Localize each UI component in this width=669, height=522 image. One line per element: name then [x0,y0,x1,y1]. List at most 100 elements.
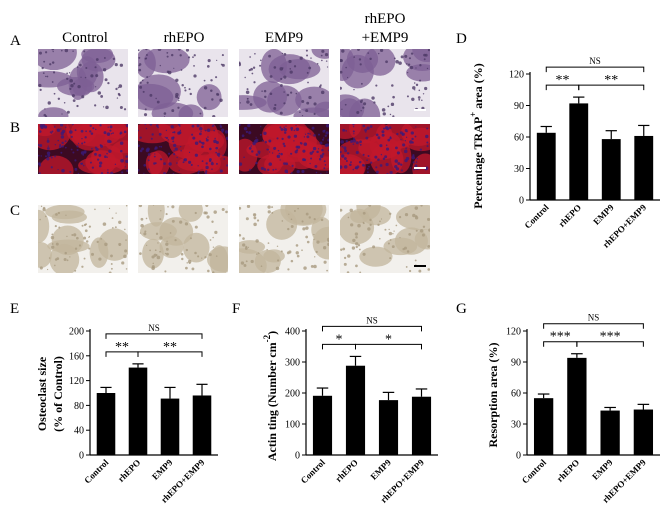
x-tick-label-d-0: Control [522,202,551,231]
sig-bracket-f [355,343,422,350]
sig-bracket-d [545,66,645,73]
y-axis-label-f: Actin ting (Number cm-2) [262,331,279,461]
y-tick-label-d: 120 [509,70,524,81]
bar-g-3 [633,409,654,455]
x-tick-label-f-2: EMP9 [369,457,394,482]
micrograph-grid [38,49,430,273]
y-tick-label-f: 0 [295,451,300,462]
bar-d-3 [634,135,654,200]
bar-g-1 [567,357,587,455]
bar-f-0 [312,395,333,455]
bar-d-0 [536,132,556,200]
sig-bracket-e [137,351,203,357]
col-title-control: Control [62,30,108,46]
panel-letter-a: A [10,33,21,49]
y-tick-label-d: 90 [514,101,524,112]
chart-d: Percentage TRAP+ area (%) 0 30 60 90 120 Cont… [468,56,660,250]
sig-label-d: NS [589,56,601,66]
bar-f-3 [411,396,432,455]
y-axis-label-e-line1: Osteoclast size [35,356,49,431]
y-tick-label-e: 80 [74,401,84,412]
y-tick-label-d: 60 [514,133,524,144]
bar-d-2 [601,139,621,200]
bar-d-1 [569,103,589,200]
micrograph-resorption-pit-control [38,205,128,273]
micrograph-fluorescence-control [38,124,128,174]
x-tick-label-f-1: rhEPO [333,457,360,484]
sig-bracket-g [543,323,644,329]
col-title-combo-line1: rhEPO [365,11,406,27]
panel-letter-d: D [456,31,467,47]
y-tick-label-f: 100 [285,420,300,431]
micrograph-fluorescence-emp9 [239,124,329,174]
sig-bracket-e [105,333,203,339]
y-tick-label-e: 40 [74,426,84,437]
panel-letter-g: G [456,301,467,317]
sig-label-g: *** [550,330,571,345]
y-tick-label-f: 300 [285,358,300,369]
bar-g-2 [600,410,620,455]
sig-label-d: ** [556,73,570,88]
panel-letter-e: E [10,301,19,317]
bar-f-1 [345,365,366,455]
x-tick-label-g-0: Control [520,457,549,486]
bar-g-0 [533,398,554,455]
x-tick-label-d-1: rhEPO [557,202,584,229]
sig-label-e: ** [163,340,177,355]
sig-label-f: * [385,332,392,347]
panel-letter-f: F [232,301,240,317]
y-axis-label-d: Percentage TRAP+ area (%) [468,63,485,208]
col-title-emp9: EMP9 [265,30,303,46]
panel-letter-b: B [10,120,20,136]
y-tick-label-e: 160 [69,351,84,362]
y-tick-label-g: 60 [511,389,521,400]
micrograph-trap-stain-emp9 [239,49,329,117]
panel-letter-c: C [10,203,20,219]
sig-label-f: * [336,332,343,347]
micrograph-resorption-pit-rhepo [138,205,228,273]
y-tick-label-e: 0 [79,451,84,462]
y-tick-label-g: 90 [511,358,521,369]
x-tick-label-e-1: rhEPO [116,457,143,484]
sig-label-e: NS [148,323,160,333]
bar-f-2 [378,400,399,455]
y-tick-label-g: 120 [506,327,521,338]
y-tick-label-g: 30 [511,420,521,431]
sig-label-e: ** [115,340,129,355]
bar-e-0 [96,393,116,455]
x-tick-label-e-0: Control [82,457,111,486]
micrograph-trap-stain-combo [340,49,430,117]
y-tick-label-f: 200 [285,389,300,400]
y-tick-label-f: 400 [285,327,300,338]
sig-label-g: *** [600,330,621,345]
micrograph-resorption-pit-emp9 [239,205,329,273]
bar-e-1 [128,367,148,455]
bar-e-2 [160,398,180,455]
sig-label-f: NS [366,315,378,325]
x-tick-label-d-2: EMP9 [591,202,616,227]
sig-bracket-g [576,341,644,347]
y-tick-label-e: 120 [69,376,84,387]
micrograph-trap-stain-control [38,49,128,117]
micrograph-resorption-pit-combo [340,205,430,273]
col-title-rhepo: rhEPO [164,30,205,46]
y-tick-label-e: 200 [69,327,84,338]
chart-e: Osteoclast size (% of Control) 0 40 80 120 1… [35,323,218,505]
x-tick-label-g-1: rhEPO [555,457,582,484]
y-tick-label-d: 30 [514,164,524,175]
micrograph-trap-stain-rhepo [138,49,228,117]
x-tick-label-f-0: Control [299,457,328,486]
micrograph-fluorescence-rhepo [138,124,228,174]
sig-bracket-d [578,84,645,91]
x-tick-label-e-2: EMP9 [150,457,175,482]
sig-label-g: NS [588,313,600,323]
y-tick-label-d: 0 [519,196,524,207]
chart-f: Actin ting (Number cm-2) 0 100 200 300 400 Co… [262,315,438,505]
sig-bracket-f [322,325,422,332]
y-tick-label-g: 0 [516,451,521,462]
micrograph-fluorescence-combo [340,124,430,174]
y-axis-label-g: Resorption area (%) [486,342,500,447]
x-tick-label-g-2: EMP9 [590,457,615,482]
chart-g: Resorption area (%) 0 30 60 90 120 Control rhE… [486,313,660,505]
